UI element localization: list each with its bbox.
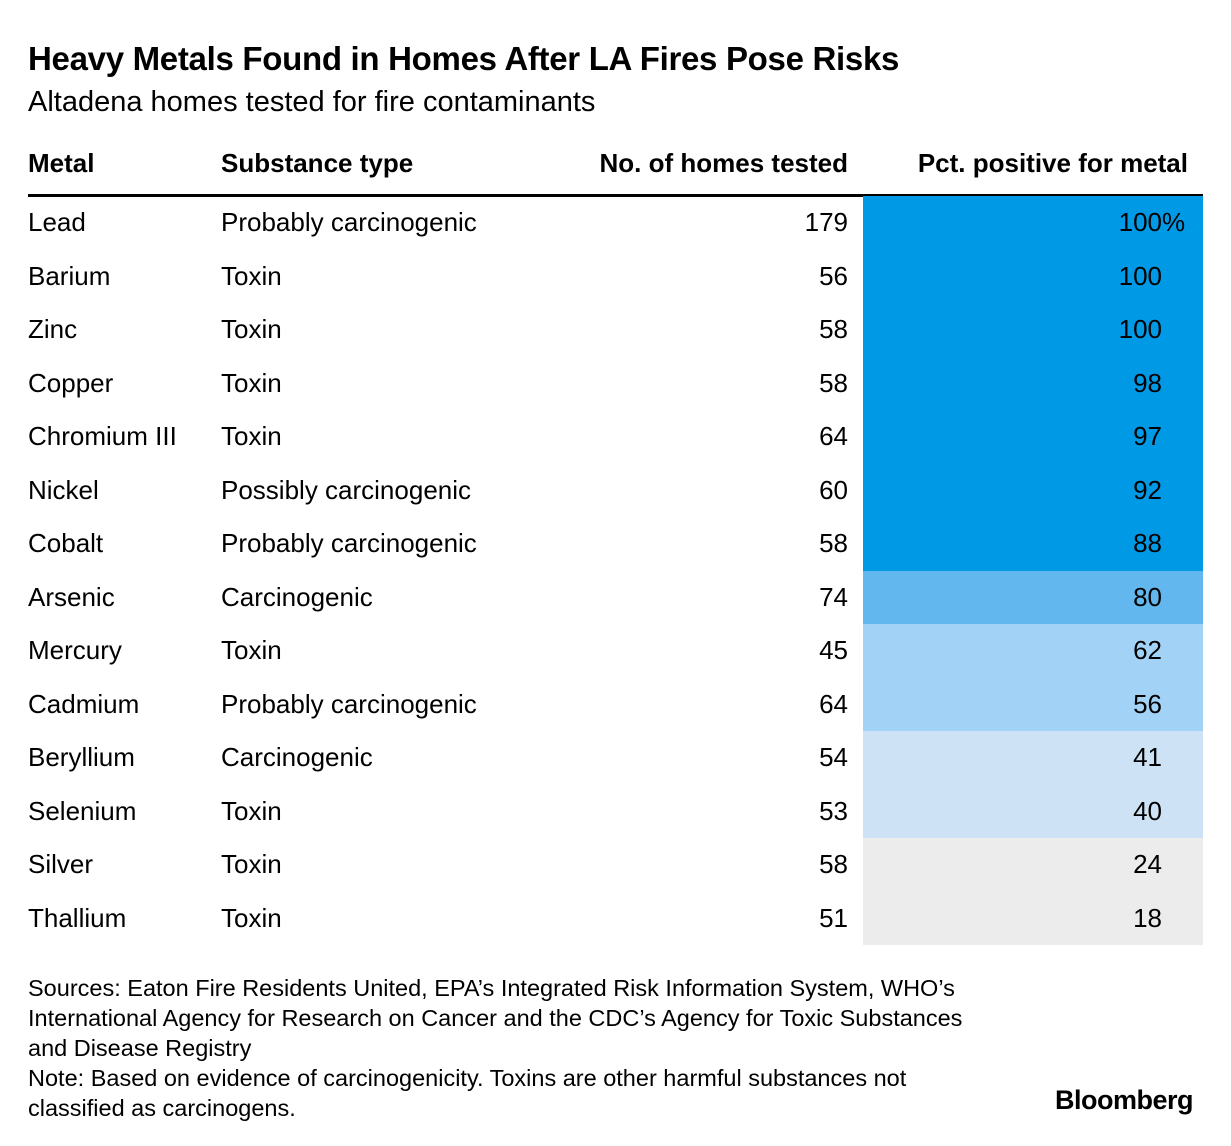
metal-cell: Mercury [28, 635, 122, 666]
note-text: Note: Based on evidence of carcinogenici… [28, 1065, 907, 1121]
homes-tested-cell: 51 [819, 902, 848, 933]
pct-cell-shading [863, 570, 1203, 624]
substance-type-cell: Toxin [221, 635, 282, 666]
pct-positive-cell: 41 [1133, 742, 1162, 773]
metal-cell: Lead [28, 207, 86, 238]
pct-cell-shading [863, 196, 1203, 250]
homes-tested-cell: 58 [819, 367, 848, 398]
pct-positive-cell: 24 [1133, 849, 1162, 880]
substance-type-cell: Toxin [221, 421, 282, 452]
homes-tested-cell: 58 [819, 314, 848, 345]
homes-tested-cell: 54 [819, 742, 848, 773]
metal-cell: Cadmium [28, 688, 140, 719]
homes-tested-cell: 179 [804, 207, 848, 238]
metal-cell: Barium [28, 260, 111, 291]
chart-title: Heavy Metals Found in Homes After LA Fir… [28, 40, 900, 77]
pct-cell-shading [863, 249, 1203, 303]
homes-tested-cell: 53 [819, 795, 848, 826]
metal-cell: Thallium [28, 902, 127, 933]
table-body: Lead Probably carcinogenic 179 100% Barium To… [0, 196, 1231, 945]
pct-positive-cell: 18 [1133, 902, 1162, 933]
homes-tested-cell: 60 [819, 474, 848, 505]
substance-type-cell: Probably carcinogenic [221, 528, 477, 559]
substance-type-cell: Toxin [221, 795, 282, 826]
homes-tested-cell: 58 [819, 528, 848, 559]
substance-type-cell: Carcinogenic [221, 581, 373, 612]
substance-type-cell: Toxin [221, 902, 282, 933]
metal-cell: Beryllium [28, 742, 135, 773]
metal-cell: Zinc [28, 314, 78, 345]
table-row: Chromium III Toxin 64 97 [0, 410, 1231, 464]
substance-type-cell: Toxin [221, 849, 282, 880]
table-row: Cobalt Probably carcinogenic 58 88 [0, 517, 1231, 571]
table-row: Beryllium Carcinogenic 54 41 [0, 731, 1231, 785]
table-row: Arsenic Carcinogenic 74 80 [0, 570, 1231, 624]
column-header-substance-type: Substance type [221, 148, 414, 178]
table-row: Thallium Toxin 51 18 [0, 891, 1231, 945]
pct-cell-shading [863, 891, 1203, 945]
table-row: Barium Toxin 56 100 [0, 249, 1231, 303]
substance-type-cell: Possibly carcinogenic [221, 474, 472, 505]
homes-tested-cell: 45 [819, 635, 848, 666]
table-row: Cadmium Probably carcinogenic 64 56 [0, 677, 1231, 731]
pct-cell-shading [863, 356, 1203, 410]
substance-type-cell: Carcinogenic [221, 742, 373, 773]
table-row: Selenium Toxin 53 40 [0, 784, 1231, 838]
metal-cell: Selenium [28, 795, 137, 826]
pct-positive-cell: 88 [1133, 528, 1162, 559]
pct-cell-shading [863, 303, 1203, 357]
pct-positive-cell: 62 [1133, 635, 1162, 666]
pct-cell-shading [863, 731, 1203, 785]
pct-cell-shading [863, 410, 1203, 464]
substance-type-cell: Toxin [221, 367, 282, 398]
substance-type-cell: Toxin [221, 314, 282, 345]
header-divider [28, 194, 1203, 197]
metal-cell: Cobalt [28, 528, 104, 559]
homes-tested-cell: 58 [819, 849, 848, 880]
pct-cell-shading [863, 463, 1203, 517]
table-row: Mercury Toxin 45 62 [0, 624, 1231, 678]
column-header-metal: Metal [28, 148, 95, 178]
metal-cell: Nickel [28, 474, 99, 505]
bloomberg-logo: Bloomberg [1054, 1085, 1194, 1115]
pct-cell-shading [863, 838, 1203, 892]
pct-positive-cell: 40 [1133, 795, 1162, 826]
homes-tested-cell: 64 [819, 421, 848, 452]
pct-positive-cell: 92 [1133, 474, 1162, 505]
metal-cell: Silver [28, 849, 94, 880]
pct-cell-shading [863, 517, 1203, 571]
table-row: Copper Toxin 58 98 [0, 356, 1231, 410]
pct-cell-shading [863, 624, 1203, 678]
substance-type-cell: Toxin [221, 260, 282, 291]
homes-tested-cell: 74 [819, 581, 848, 612]
footnotes: Sources: Eaton Fire Residents United, EP… [28, 973, 988, 1123]
sources-text: Sources: Eaton Fire Residents United, EP… [28, 975, 963, 1061]
percent-sign: % [1162, 207, 1186, 238]
pct-cell-shading [863, 677, 1203, 731]
substance-type-cell: Probably carcinogenic [221, 207, 477, 238]
metal-cell: Copper [28, 367, 114, 398]
table-row: Silver Toxin 58 24 [0, 838, 1231, 892]
substance-type-cell: Probably carcinogenic [221, 688, 477, 719]
pct-positive-cell: 97 [1133, 421, 1162, 452]
chart-subtitle: Altadena homes tested for fire contamina… [28, 86, 596, 118]
column-header-pct-positive: Pct. positive for metal [917, 148, 1188, 178]
table-row: Nickel Possibly carcinogenic 60 92 [0, 463, 1231, 517]
metal-cell: Arsenic [28, 581, 115, 612]
table-row: Lead Probably carcinogenic 179 100% [0, 196, 1231, 250]
pct-positive-cell: 98 [1133, 367, 1162, 398]
column-header-homes-tested: No. of homes tested [599, 148, 848, 178]
homes-tested-cell: 64 [819, 688, 848, 719]
table-row: Zinc Toxin 58 100 [0, 303, 1231, 357]
metal-cell: Chromium III [28, 421, 177, 452]
pct-cell-shading [863, 784, 1203, 838]
pct-positive-cell: 56 [1133, 688, 1162, 719]
pct-positive-cell: 100% [1118, 207, 1186, 238]
pct-positive-cell: 80 [1133, 581, 1162, 612]
pct-positive-cell: 100 [1118, 260, 1162, 291]
homes-tested-cell: 56 [819, 260, 848, 291]
pct-positive-cell: 100 [1118, 314, 1162, 345]
